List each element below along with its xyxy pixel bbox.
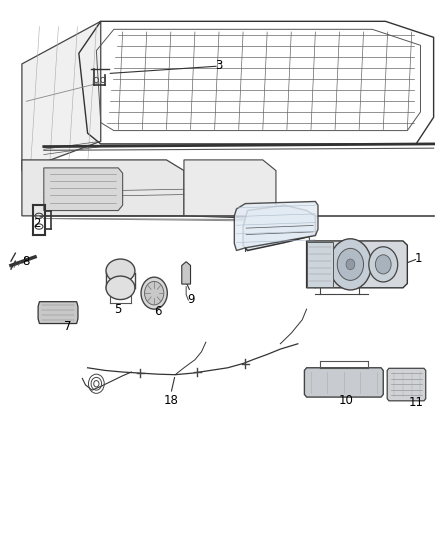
Circle shape [329, 239, 371, 290]
Circle shape [145, 281, 164, 305]
Text: 5: 5 [115, 303, 122, 316]
Text: 9: 9 [187, 293, 194, 306]
Text: 3: 3 [215, 59, 223, 71]
Text: 1: 1 [414, 252, 422, 265]
Polygon shape [304, 368, 383, 397]
Polygon shape [44, 168, 123, 211]
Text: 10: 10 [339, 394, 353, 407]
Circle shape [346, 259, 355, 270]
Circle shape [369, 247, 398, 282]
Ellipse shape [106, 259, 135, 282]
Circle shape [375, 255, 391, 274]
Polygon shape [22, 160, 184, 216]
Ellipse shape [106, 276, 135, 300]
Polygon shape [184, 160, 276, 219]
Text: 7: 7 [64, 320, 72, 333]
Text: 11: 11 [409, 396, 424, 409]
Text: 8: 8 [23, 255, 30, 268]
Text: 18: 18 [163, 394, 178, 407]
Polygon shape [234, 201, 318, 251]
Polygon shape [243, 205, 315, 251]
Text: 6: 6 [154, 305, 162, 318]
Polygon shape [307, 241, 407, 288]
Polygon shape [38, 302, 78, 324]
Polygon shape [182, 262, 191, 284]
Text: 2: 2 [33, 217, 41, 230]
Polygon shape [307, 242, 333, 287]
Circle shape [337, 248, 364, 280]
Polygon shape [387, 368, 426, 401]
Circle shape [141, 277, 167, 309]
Polygon shape [22, 21, 101, 171]
